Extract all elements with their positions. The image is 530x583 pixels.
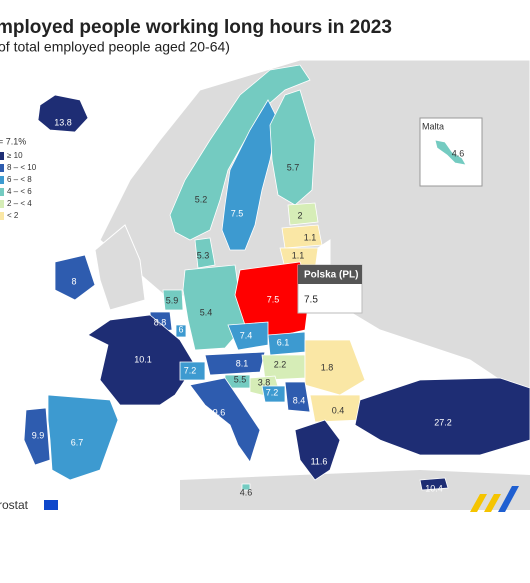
region-label: 1.1 xyxy=(292,250,305,260)
region-label: 5.5 xyxy=(234,374,247,384)
legend-label: < 2 xyxy=(7,211,19,220)
legend-swatch xyxy=(0,176,4,184)
region xyxy=(434,139,467,166)
region-label: 8.8 xyxy=(154,317,167,327)
legend-label: 2 – < 4 xyxy=(7,199,32,208)
legend-heading: = 7.1% xyxy=(0,136,26,146)
region xyxy=(179,361,206,381)
region-label: 8.1 xyxy=(236,358,249,368)
region xyxy=(37,94,89,133)
inset-label: Malta xyxy=(422,121,444,131)
region-label: 6 xyxy=(178,324,183,334)
region-label: 7.5 xyxy=(231,208,244,218)
region-label: 7.2 xyxy=(266,387,279,397)
region xyxy=(162,289,184,311)
legend: = 7.1% ≥ 10 8 – < 10 6 – < 8 4 – < 6 2 – < 4… xyxy=(0,136,37,220)
region-label: 5.7 xyxy=(287,162,300,172)
logo xyxy=(470,494,501,512)
region xyxy=(87,314,196,406)
region-label: 9.6 xyxy=(213,407,226,417)
legend-swatch xyxy=(0,212,4,220)
legend-label: ≥ 10 xyxy=(7,151,23,160)
region-label: 5.9 xyxy=(166,295,179,305)
regions xyxy=(23,64,530,491)
eu-flag xyxy=(44,500,58,510)
region xyxy=(241,483,251,491)
region xyxy=(54,254,96,301)
region xyxy=(204,351,266,376)
region-label: 3.8 xyxy=(258,377,271,387)
region-label: 5.3 xyxy=(197,250,210,260)
region xyxy=(175,324,187,338)
region-label: 6.7 xyxy=(71,437,84,447)
legend-swatch xyxy=(0,188,4,196)
region xyxy=(221,99,279,251)
tooltip: Polska (PL) 7.5 xyxy=(297,264,363,314)
region xyxy=(419,477,449,491)
region xyxy=(189,377,261,463)
tooltip-value: 7.5 xyxy=(304,295,318,306)
region-label: 0.4 xyxy=(332,405,345,415)
labels: 13.8 4.6 5.2 7.5 5.7 2 1.1 1.1 5.3 8 5.9 8.8 6 5.4 7.5… xyxy=(32,117,465,497)
legend-swatch xyxy=(0,164,4,172)
region xyxy=(284,381,311,413)
region xyxy=(23,407,51,466)
region-label: 10.4 xyxy=(425,483,443,493)
region xyxy=(227,321,269,351)
region-label: 7.5 xyxy=(267,294,280,304)
region-label: 7.2 xyxy=(184,365,197,375)
tooltip-header xyxy=(298,265,362,284)
region-label: 1.8 xyxy=(321,362,334,372)
title: mployed people working long hours in 202… xyxy=(0,17,392,38)
tooltip-title: Polska (PL) xyxy=(304,270,358,281)
legend-label: 4 – < 6 xyxy=(7,187,32,196)
region-label: 4.6 xyxy=(240,487,253,497)
legend-swatch xyxy=(0,152,4,160)
logo xyxy=(498,486,519,512)
legend-swatch xyxy=(0,200,4,208)
legend-label: 6 – < 8 xyxy=(7,175,32,184)
region xyxy=(354,377,530,456)
region xyxy=(194,237,216,269)
region xyxy=(261,385,286,403)
legend-label: 8 – < 10 xyxy=(7,163,37,172)
region-label: 8 xyxy=(71,276,76,286)
region-label: 4.6 xyxy=(452,148,465,158)
region-label: 5.4 xyxy=(200,307,213,317)
region-label: 10.1 xyxy=(134,354,152,364)
region-label: 5.2 xyxy=(195,194,208,204)
region xyxy=(169,64,311,241)
region-label: 2.2 xyxy=(274,359,287,369)
region xyxy=(287,202,319,226)
region-label: 13.8 xyxy=(54,117,72,127)
non-eu-land xyxy=(94,224,146,311)
region-label: 6.1 xyxy=(277,337,290,347)
region xyxy=(269,89,316,206)
region-label: 7.4 xyxy=(240,330,253,340)
region xyxy=(281,224,323,249)
region-label: 9.9 xyxy=(32,430,45,440)
region-label: 11.6 xyxy=(311,456,328,466)
region-label: 1.1 xyxy=(304,232,317,242)
region xyxy=(294,419,341,481)
region-label: 8.4 xyxy=(293,395,306,405)
subtitle: of total employed people aged 20-64) xyxy=(0,39,230,55)
region-label: 27.2 xyxy=(434,417,452,427)
source: rostat xyxy=(0,498,29,512)
region xyxy=(47,394,119,481)
region-label: 2 xyxy=(297,210,302,220)
region xyxy=(304,339,366,396)
